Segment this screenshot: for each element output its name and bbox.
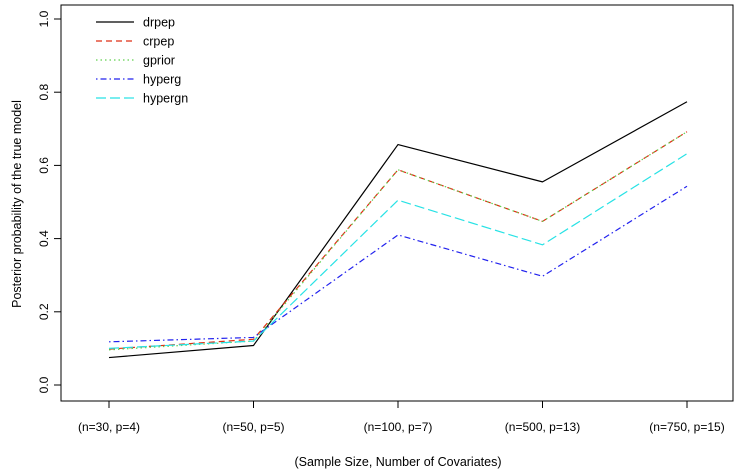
plot-frame: [60, 4, 734, 402]
legend-label-drpep: drpep: [143, 16, 175, 30]
y-tick-label: 0.6: [37, 157, 51, 174]
y-tick-label: 1.0: [37, 10, 51, 27]
series-layer: [108, 101, 688, 359]
series-line-hyperg: [108, 185, 688, 343]
x-axis: (n=30, p=4) (n=50, p=5) (n=100, p=7) (n=500…: [78, 401, 725, 434]
legend-label-hyperg: hyperg: [143, 73, 181, 87]
series-line-hypergn: [108, 153, 688, 349]
x-tick-label: (n=750, p=15): [649, 420, 724, 434]
x-tick-label: (n=30, p=4): [78, 420, 140, 434]
legend: drpep crpep gprior hyperg hypergn: [96, 16, 188, 106]
x-tick-label: (n=50, p=5): [222, 420, 284, 434]
y-tick-label: 0.0: [37, 376, 51, 393]
legend-label-gprior: gprior: [143, 54, 175, 68]
legend-label-hypergn: hypergn: [143, 92, 188, 106]
x-axis-title: (Sample Size, Number of Covariates): [294, 455, 501, 469]
y-tick-label: 0.2: [37, 303, 51, 320]
y-tick-label: 0.4: [37, 230, 51, 247]
series-line-drpep: [108, 101, 688, 359]
y-axis-title: Posterior probability of the true model: [10, 100, 24, 308]
series-line-gprior: [108, 131, 688, 351]
legend-label-crpep: crpep: [143, 35, 174, 49]
x-tick-label: (n=100, p=7): [364, 420, 433, 434]
y-tick-label: 0.8: [37, 84, 51, 101]
x-tick-label: (n=500, p=13): [505, 420, 580, 434]
plot-box: [60, 4, 734, 402]
y-axis: 0.0 0.2 0.4 0.6 0.8 1.0: [37, 10, 61, 393]
